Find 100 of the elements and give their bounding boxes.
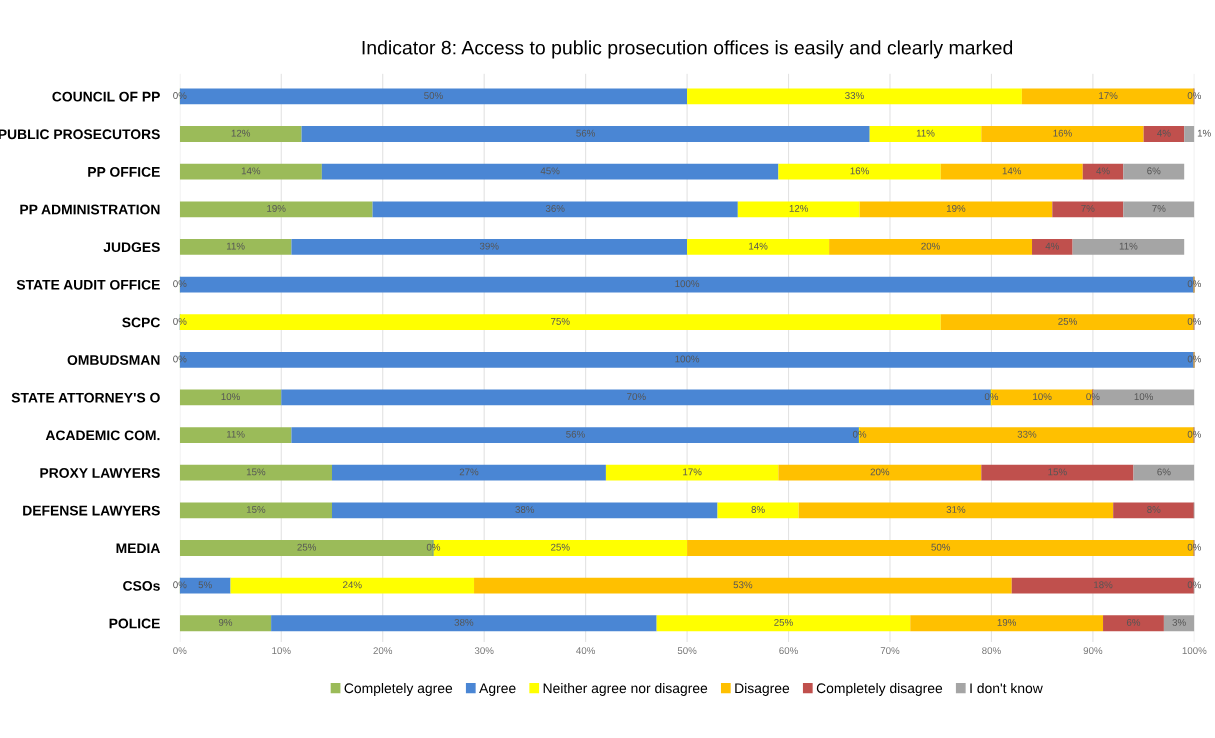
data-label: 25% <box>551 543 570 551</box>
legend-label: Disagree <box>735 682 790 696</box>
data-label: 50% <box>931 543 951 551</box>
data-label: 24% <box>343 581 362 589</box>
data-label: 15% <box>1048 468 1067 476</box>
data-label: 4% <box>1045 242 1059 250</box>
data-label: 33% <box>845 92 864 99</box>
data-label: 0% <box>984 393 999 401</box>
x-tick-label: 60% <box>779 647 798 655</box>
legend-label: I don't know <box>970 682 1043 694</box>
data-label: 38% <box>515 506 535 513</box>
x-tick-label: 100% <box>1182 647 1207 655</box>
data-label: 38% <box>454 618 474 626</box>
data-label: 16% <box>850 167 869 175</box>
data-label: 0% <box>1187 317 1202 325</box>
data-label: 75% <box>551 317 570 325</box>
data-label: 11% <box>226 430 245 438</box>
data-label: 17% <box>1099 92 1118 99</box>
y-tick-label: PP ADMINISTRATION <box>20 204 160 215</box>
data-label: 56% <box>576 129 596 137</box>
y-tick-label: JUDGES <box>103 242 160 253</box>
y-tick-label: DEFENSE LAWYERS <box>23 505 160 516</box>
data-label: 10% <box>1033 393 1052 401</box>
y-tick-label: COUNCIL OF PP <box>52 91 160 102</box>
data-label: 0% <box>173 581 187 589</box>
data-label: 45% <box>540 167 560 175</box>
data-label: 10% <box>221 393 240 401</box>
data-label: 19% <box>946 205 966 212</box>
data-label: 17% <box>683 468 702 476</box>
data-label: 19% <box>267 205 286 212</box>
y-tick-label: PP OFFICE <box>88 166 160 177</box>
data-label: 56% <box>566 430 585 438</box>
data-label: 3% <box>1172 618 1186 626</box>
data-label: 25% <box>1058 317 1077 325</box>
x-tick-label: 30% <box>474 647 494 655</box>
legend-label: Agree <box>479 683 516 696</box>
data-label: 11% <box>1119 242 1138 250</box>
x-tick-label: 70% <box>880 647 900 655</box>
data-label: 19% <box>997 618 1017 626</box>
data-label: 15% <box>246 468 266 476</box>
data-label: 36% <box>545 205 565 212</box>
data-label: 10% <box>1134 393 1153 401</box>
y-tick-label: CSOs <box>123 580 160 591</box>
data-label: 0% <box>1187 430 1202 438</box>
data-label: 15% <box>246 506 266 513</box>
y-tick-label: PROXY LAWYERS <box>40 468 160 478</box>
data-label: 7% <box>1081 205 1095 212</box>
data-label: 20% <box>921 242 940 250</box>
data-label: 0% <box>1187 92 1202 99</box>
data-label: 100% <box>675 355 700 363</box>
data-label: 31% <box>946 506 966 513</box>
y-tick-label: STATE ATTORNEY'S O <box>11 392 160 403</box>
data-label: 12% <box>231 129 251 137</box>
y-tick-label: SCPC <box>122 317 160 328</box>
x-tick-label: 10% <box>272 647 291 655</box>
data-label: 8% <box>751 506 765 513</box>
x-tick-label: 50% <box>677 647 697 655</box>
data-label: 0% <box>1187 581 1202 589</box>
data-label: 1% <box>1197 129 1211 137</box>
data-label: 0% <box>173 280 187 288</box>
data-label: 14% <box>749 242 768 250</box>
y-tick-label: OMBUDSMAN <box>67 355 160 365</box>
data-label: 70% <box>627 393 646 401</box>
data-label: 100% <box>675 280 700 288</box>
data-label: 8% <box>1147 506 1161 513</box>
data-label: 53% <box>733 581 753 589</box>
x-tick-label: 90% <box>1083 647 1103 655</box>
data-label: 11% <box>226 242 245 250</box>
data-label: 25% <box>774 618 793 626</box>
data-label: 5% <box>198 581 212 589</box>
data-label: 14% <box>1002 167 1022 175</box>
data-label: 0% <box>1187 543 1202 551</box>
y-tick-label: STATE AUDIT OFFICE <box>16 279 160 290</box>
data-label: 16% <box>1053 129 1072 137</box>
x-tick-label: 0% <box>173 647 187 655</box>
data-label: 0% <box>173 317 187 325</box>
legend-label: Completely disagree <box>816 682 943 696</box>
data-label: 0% <box>173 355 187 363</box>
data-label: 25% <box>297 543 317 551</box>
legend-label: Completely agree <box>344 682 453 696</box>
data-label: 27% <box>459 468 479 476</box>
data-label: 0% <box>1187 355 1202 363</box>
x-tick-label: 20% <box>373 647 393 655</box>
data-label: 12% <box>789 205 809 212</box>
data-label: 0% <box>173 92 187 99</box>
data-label: 39% <box>479 242 499 250</box>
x-tick-label: 80% <box>982 647 1001 655</box>
x-tick-label: 40% <box>576 647 596 655</box>
y-tick-label: POLICE <box>109 618 160 629</box>
data-label: 4% <box>1157 129 1171 137</box>
data-label: 4% <box>1096 167 1110 175</box>
data-label: 7% <box>1152 205 1166 212</box>
data-label: 20% <box>870 468 890 476</box>
data-label: 6% <box>1157 468 1171 476</box>
data-label: 11% <box>916 129 935 137</box>
data-label: 18% <box>1094 581 1113 589</box>
data-label: 14% <box>241 167 261 175</box>
data-label: 6% <box>1147 167 1161 175</box>
data-label: 6% <box>1126 618 1141 626</box>
data-label: 33% <box>1017 430 1037 438</box>
